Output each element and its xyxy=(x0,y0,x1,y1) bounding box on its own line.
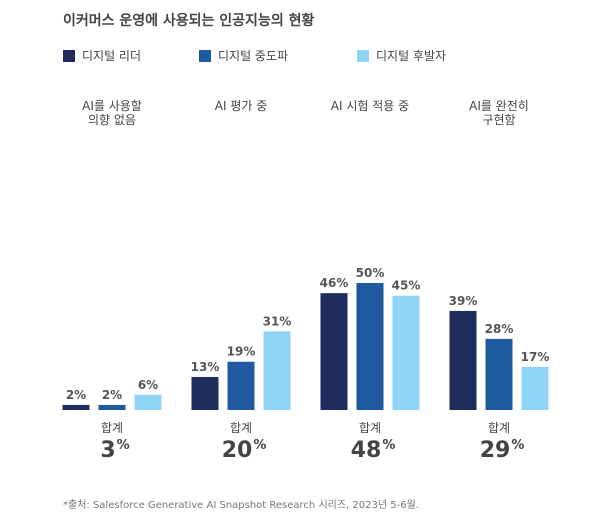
bar-value-label: 2% xyxy=(102,388,122,402)
bar xyxy=(134,394,162,410)
bar-value-label: 28% xyxy=(485,322,514,336)
category-label: AI를 사용할 xyxy=(82,99,142,113)
bar-value-label: 6% xyxy=(138,378,158,392)
total-label: 합계 xyxy=(488,421,510,435)
bar xyxy=(521,366,549,410)
total-label: 합계 xyxy=(101,421,123,435)
bar-value-label: 13% xyxy=(191,360,220,374)
bar xyxy=(227,361,255,410)
total-value: 3 xyxy=(100,438,115,463)
category-label: AI 시험 적용 중 xyxy=(331,99,409,113)
legend-swatch xyxy=(357,50,369,62)
bar xyxy=(191,376,219,410)
bar xyxy=(320,293,348,410)
total-value: 20 xyxy=(222,438,253,463)
bar-value-label: 45% xyxy=(392,279,421,293)
chart-title: 이커머스 운영에 사용되는 인공지능의 현황 xyxy=(63,12,314,29)
total-value: 29 xyxy=(480,438,511,463)
legend-swatch xyxy=(63,50,75,62)
bar-value-label: 2% xyxy=(66,388,86,402)
category-label: AI 평가 중 xyxy=(215,99,268,113)
bar-value-label: 50% xyxy=(356,266,385,280)
bar xyxy=(392,295,420,410)
legend-swatch xyxy=(199,50,211,62)
legend: 디지털 리더 디지털 중도파 디지털 후발자 xyxy=(63,49,446,63)
bar xyxy=(449,310,477,410)
bars: 2% 2% 6% 13% 19% 31% 46% 50% 45% 39% 28% 17% xyxy=(62,266,550,410)
footnote: *출처: Salesforce Generative AI Snapshot R… xyxy=(63,499,419,511)
bar xyxy=(62,404,90,410)
bar xyxy=(98,404,126,410)
total-unit: % xyxy=(511,438,524,453)
bar-value-label: 46% xyxy=(320,276,349,290)
bar xyxy=(263,331,291,410)
category-label: 의향 없음 xyxy=(88,113,136,127)
category-label: 구현함 xyxy=(482,113,515,127)
total-value: 48 xyxy=(351,438,382,463)
total-unit: % xyxy=(382,438,395,453)
total-unit: % xyxy=(117,438,130,453)
legend-label: 디지털 중도파 xyxy=(218,49,288,63)
total-unit: % xyxy=(253,438,266,453)
legend-label: 디지털 후발자 xyxy=(376,49,446,63)
bar-value-label: 31% xyxy=(263,314,292,328)
bar-value-label: 17% xyxy=(521,350,550,364)
bar xyxy=(485,338,513,410)
category-label: AI를 완전히 xyxy=(469,99,529,113)
total-label: 합계 xyxy=(230,421,252,435)
bar-value-label: 19% xyxy=(227,345,256,359)
bar xyxy=(356,283,384,410)
bar-value-label: 39% xyxy=(449,294,478,308)
legend-label: 디지털 리더 xyxy=(82,49,141,63)
total-label: 합계 xyxy=(359,421,381,435)
